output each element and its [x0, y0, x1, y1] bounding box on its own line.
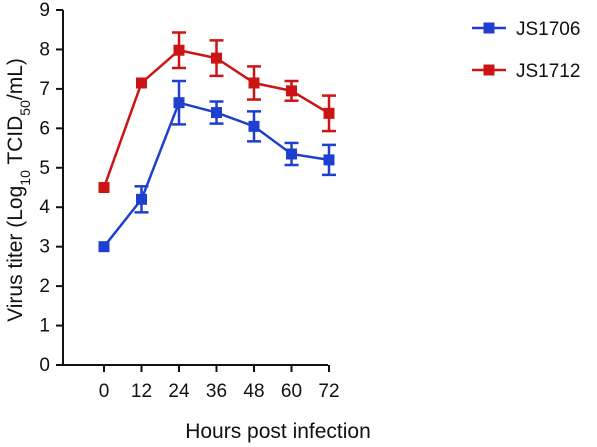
y-tick-label: 2 [39, 276, 50, 297]
data-point [323, 107, 335, 119]
y-tick-label: 1 [39, 316, 50, 337]
y-tick-label: 7 [39, 79, 50, 100]
axes [62, 10, 328, 366]
y-tick-label: 4 [39, 197, 50, 218]
data-point [286, 148, 297, 160]
x-tick-label: 12 [131, 381, 152, 402]
y-ticks: 0 1 2 3 4 5 6 7 8 9 [39, 0, 63, 376]
data-point [98, 182, 110, 193]
data-point [173, 44, 185, 56]
y-tick-label: 3 [39, 237, 50, 258]
x-tick-label: 72 [318, 381, 339, 402]
data-point [211, 107, 222, 119]
y-tick-label: 5 [39, 158, 50, 179]
series-layer [98, 31, 336, 253]
y-axis-title-suffix: /mL) [4, 58, 27, 100]
data-point [98, 241, 110, 253]
data-point [286, 85, 297, 97]
legend-item: JS1712 [472, 61, 580, 82]
y-tick-label: 0 [39, 355, 50, 376]
data-point [136, 77, 147, 89]
data-point [136, 193, 147, 205]
y-axis-title-middle: TCID [4, 116, 27, 170]
x-tick-label: 60 [281, 381, 302, 402]
legend-label: JS1712 [516, 61, 580, 82]
legend-marker [483, 64, 495, 76]
data-point [323, 154, 335, 166]
y-tick-label: 9 [39, 0, 50, 21]
y-axis-title: Virus titer (Log10 TCID50/mL) [4, 58, 33, 322]
y-axis-title-subscript-1: 10 [17, 170, 33, 186]
legend-label: JS1706 [516, 19, 580, 40]
data-point [211, 52, 222, 64]
y-axis-title-prefix: Virus titer (Log [4, 186, 27, 322]
x-tick-label: 48 [243, 381, 264, 402]
legend: JS1706 JS1712 [472, 19, 580, 82]
x-tick-label: 36 [206, 381, 227, 402]
data-point [173, 97, 185, 109]
y-tick-label: 8 [39, 39, 50, 60]
y-tick-label: 6 [39, 118, 50, 139]
legend-marker [483, 22, 495, 34]
x-tick-label: 24 [168, 381, 190, 402]
y-axis-title-subscript-2: 50 [17, 100, 33, 116]
x-tick-label: 0 [99, 381, 110, 402]
x-axis-title: Hours post infection [185, 420, 371, 443]
data-point [248, 77, 260, 89]
series-JS1712 [98, 31, 336, 193]
x-ticks: 0 12 24 36 48 60 72 [99, 365, 340, 402]
data-point [248, 120, 260, 132]
legend-item: JS1706 [472, 19, 580, 40]
series-JS1706 [98, 79, 336, 253]
